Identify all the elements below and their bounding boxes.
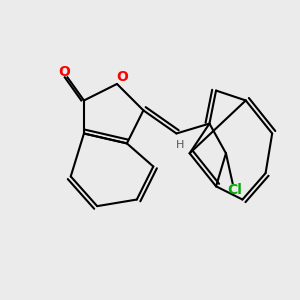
Text: O: O xyxy=(116,70,128,84)
Text: O: O xyxy=(58,65,70,80)
Text: Cl: Cl xyxy=(227,183,242,196)
Text: H: H xyxy=(176,140,184,150)
